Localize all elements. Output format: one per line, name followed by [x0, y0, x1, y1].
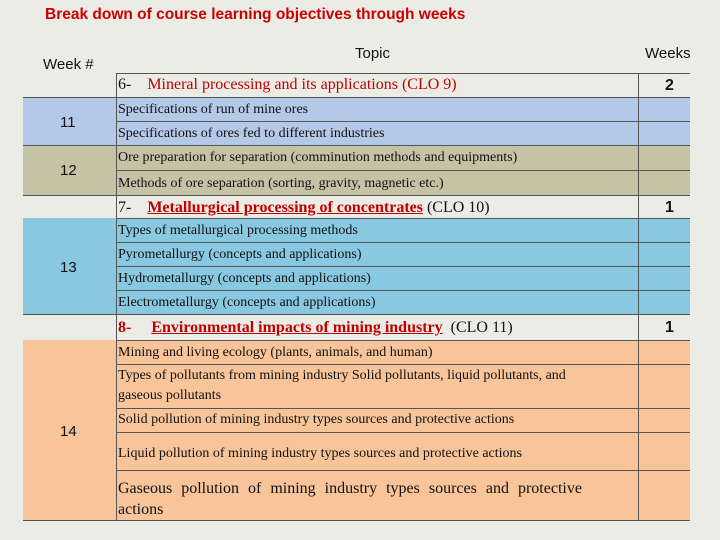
row-bg-week-14	[23, 340, 690, 520]
row-text: Solid pollution of mining industry types…	[118, 412, 515, 427]
row-text: Specifications of ores fed to different …	[118, 126, 385, 141]
header-topic: Topic	[355, 45, 391, 62]
row-text: gaseous pollutants	[118, 388, 222, 403]
week-label: 12	[60, 162, 77, 179]
row-text: Methods of ore separation (sorting, grav…	[118, 176, 444, 191]
grid-line	[116, 432, 690, 433]
topic-clo: (CLO 9)	[401, 76, 457, 93]
grid-line	[116, 290, 690, 291]
grid-line	[116, 121, 690, 122]
row-text: Specifications of run of mine ores	[118, 102, 309, 117]
grid-line	[116, 73, 690, 74]
grid-line	[23, 314, 690, 315]
grid-line	[23, 195, 690, 196]
grid-line	[116, 408, 690, 409]
grid-line	[116, 364, 690, 365]
row-text: Pyrometallurgy (concepts and application…	[118, 247, 362, 262]
topic-clo: (CLO 11)	[450, 319, 513, 336]
row-text: Liquid pollution of mining industry type…	[118, 446, 522, 461]
grid-line	[116, 266, 690, 267]
grid-line	[116, 470, 690, 471]
row-text: Electrometallurgy (concepts and applicat…	[118, 295, 376, 310]
grid-line	[116, 218, 690, 219]
topic-heading: 8- Environmental impacts of mining indus…	[118, 319, 513, 337]
row-text: Hydrometallurgy (concepts and applicatio…	[118, 271, 371, 286]
grid-line	[116, 242, 690, 243]
topic-heading: 6- Mineral processing and its applicatio…	[118, 76, 457, 94]
row-text: Types of metallurgical processing method…	[118, 223, 358, 238]
topic-name: Mineral processing and its applications	[147, 76, 398, 93]
grid-line	[23, 97, 690, 98]
topic-name: Metallurgical processing of concentrates	[147, 199, 423, 216]
topic-weeks-count: 1	[665, 199, 674, 216]
row-text: Types of pollutants from mining industry…	[118, 368, 566, 383]
grid-line	[116, 340, 690, 341]
week-label: 14	[60, 423, 77, 440]
topic-weeks-count: 2	[665, 77, 674, 94]
topic-clo: (CLO 10)	[426, 199, 490, 216]
grid-line	[23, 145, 690, 146]
week-label: 11	[60, 114, 76, 131]
grid-line	[116, 73, 117, 520]
grid-line	[638, 73, 639, 520]
week-label: 13	[60, 259, 77, 276]
grid-line	[23, 520, 690, 521]
topic-heading: 7- Metallurgical processing of concentra…	[118, 199, 490, 217]
topic-name: Environmental impacts of mining industry	[151, 319, 443, 336]
row-text: Mining and living ecology (plants, anima…	[118, 345, 433, 360]
header-weeks: Weeks	[645, 45, 691, 62]
grid-line	[116, 170, 690, 171]
page-title: Break down of course learning objectives…	[45, 6, 466, 23]
header-week: Week #	[43, 56, 94, 73]
row-text: Gaseous pollution of mining industry typ…	[118, 480, 582, 497]
topic-number: 6-	[118, 76, 132, 93]
row-text: actions	[118, 501, 164, 518]
topic-number: 7-	[118, 199, 132, 216]
topic-number: 8-	[118, 319, 132, 336]
row-text: Ore preparation for separation (comminut…	[118, 150, 518, 165]
topic-weeks-count: 1	[665, 319, 674, 336]
